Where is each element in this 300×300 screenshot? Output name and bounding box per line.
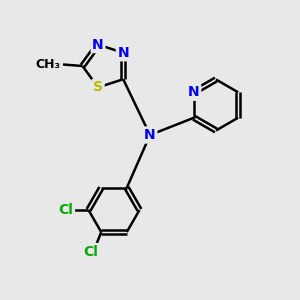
Text: S: S [93, 80, 103, 94]
Text: N: N [188, 85, 200, 99]
Text: N: N [92, 38, 104, 52]
Text: Cl: Cl [58, 203, 74, 217]
Text: Cl: Cl [83, 244, 98, 259]
Text: N: N [117, 46, 129, 60]
Text: CH₃: CH₃ [36, 58, 61, 71]
Text: N: N [144, 128, 156, 142]
